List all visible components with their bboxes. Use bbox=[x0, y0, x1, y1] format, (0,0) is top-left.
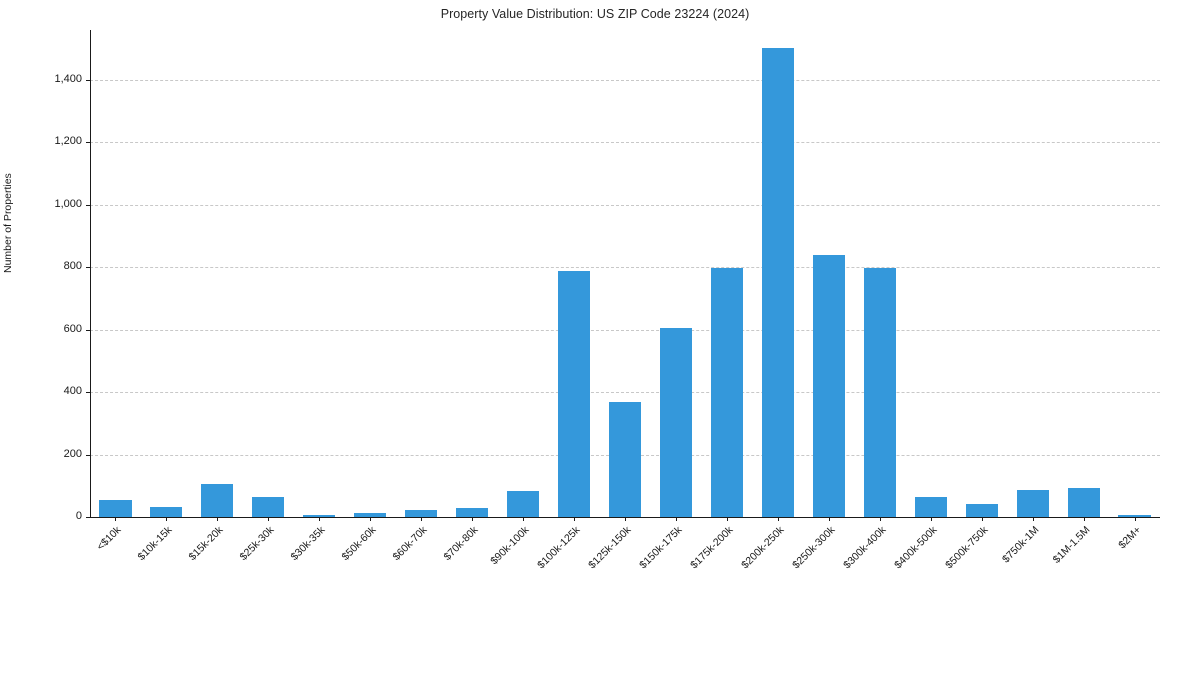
y-tick-mark bbox=[86, 392, 90, 394]
bar[interactable] bbox=[608, 402, 642, 517]
bar[interactable] bbox=[812, 255, 845, 517]
bar[interactable] bbox=[252, 497, 285, 517]
bar[interactable] bbox=[201, 483, 234, 517]
x-tick-mark bbox=[421, 517, 423, 521]
y-tick-mark bbox=[86, 79, 90, 81]
x-tick-mark bbox=[370, 517, 372, 521]
bar[interactable] bbox=[710, 268, 743, 517]
y-tick-label: 1,000 bbox=[54, 197, 82, 210]
x-tick-mark bbox=[523, 517, 525, 521]
gridline bbox=[90, 392, 1160, 394]
y-tick-label: 200 bbox=[63, 447, 82, 460]
chart-figure: Property Value Distribution: US ZIP Code… bbox=[2, 7, 1160, 572]
bar[interactable] bbox=[863, 268, 896, 517]
bar[interactable] bbox=[303, 515, 336, 517]
gridline bbox=[90, 142, 1160, 144]
y-tick-mark bbox=[86, 329, 90, 331]
y-tick-mark bbox=[86, 454, 90, 456]
bar[interactable] bbox=[659, 327, 692, 517]
x-tick-mark bbox=[319, 517, 321, 521]
y-tick-mark bbox=[86, 142, 90, 144]
bar[interactable] bbox=[150, 507, 183, 517]
bar[interactable] bbox=[1118, 514, 1151, 517]
x-tick-mark bbox=[981, 517, 983, 521]
bar[interactable] bbox=[965, 503, 998, 517]
bar[interactable] bbox=[354, 512, 387, 517]
gridline bbox=[90, 267, 1160, 269]
bar[interactable] bbox=[456, 507, 489, 517]
bar[interactable] bbox=[914, 496, 947, 517]
y-tick-mark bbox=[86, 267, 90, 269]
x-tick-mark bbox=[675, 517, 677, 521]
x-tick-mark bbox=[268, 517, 270, 521]
y-axis-line bbox=[90, 30, 91, 518]
y-tick-mark bbox=[86, 204, 90, 206]
gridline bbox=[90, 329, 1160, 331]
x-tick-mark bbox=[828, 517, 830, 521]
bar[interactable] bbox=[405, 509, 438, 517]
x-tick-mark bbox=[1134, 517, 1136, 521]
bar[interactable] bbox=[99, 499, 132, 517]
y-tick-label: 1,400 bbox=[54, 72, 82, 85]
x-tick-mark bbox=[472, 517, 474, 521]
x-tick-mark bbox=[879, 517, 881, 521]
x-tick-mark bbox=[777, 517, 779, 521]
x-tick-mark bbox=[625, 517, 626, 521]
gridline bbox=[90, 204, 1160, 206]
x-tick-mark bbox=[115, 517, 117, 521]
gridline bbox=[90, 79, 1160, 81]
y-tick-label: 0 bbox=[75, 510, 82, 522]
y-tick-mark bbox=[86, 517, 90, 518]
y-tick-label: 1,200 bbox=[54, 135, 82, 148]
bar[interactable] bbox=[557, 271, 591, 517]
chart-title: Property Value Distribution: US ZIP Code… bbox=[440, 7, 750, 21]
x-tick-mark bbox=[930, 517, 932, 521]
x-tick-mark bbox=[574, 517, 576, 521]
bar[interactable] bbox=[1067, 488, 1100, 517]
bar[interactable] bbox=[1016, 490, 1049, 517]
y-tick-label: 400 bbox=[63, 385, 82, 398]
x-tick-mark bbox=[217, 517, 219, 521]
x-tick-mark bbox=[726, 517, 728, 521]
y-tick-label: 800 bbox=[63, 260, 82, 273]
plot-area bbox=[90, 30, 1160, 517]
x-tick-mark bbox=[166, 517, 168, 521]
x-tick-mark bbox=[1032, 517, 1034, 521]
bar[interactable] bbox=[761, 47, 794, 517]
y-tick-label: 600 bbox=[63, 322, 82, 335]
bar[interactable] bbox=[507, 491, 540, 517]
x-tick-mark bbox=[1083, 517, 1085, 521]
y-axis-label: Number of Properties bbox=[2, 173, 14, 273]
